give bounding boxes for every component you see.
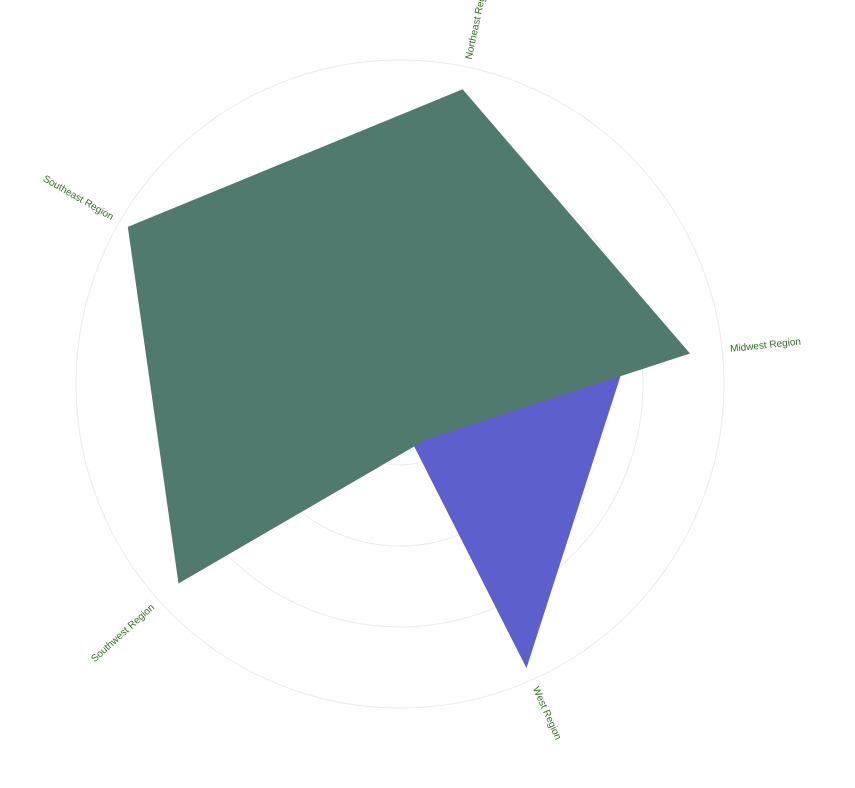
- grid-ring-3: [75, 59, 725, 709]
- series-area-0: [386, 360, 626, 669]
- axis-label-northeast-region: Northeast Region: [464, 0, 491, 60]
- series-area-1: [127, 89, 691, 584]
- axis-label-west-region: West Region: [530, 685, 563, 742]
- axis-label-southwest-region: Southwest Region: [89, 602, 157, 664]
- series-layer: [127, 89, 691, 669]
- axis-label-southeast-region: Southeast Region: [41, 174, 115, 223]
- axis-label-midwest-region: Midwest Region: [730, 337, 802, 355]
